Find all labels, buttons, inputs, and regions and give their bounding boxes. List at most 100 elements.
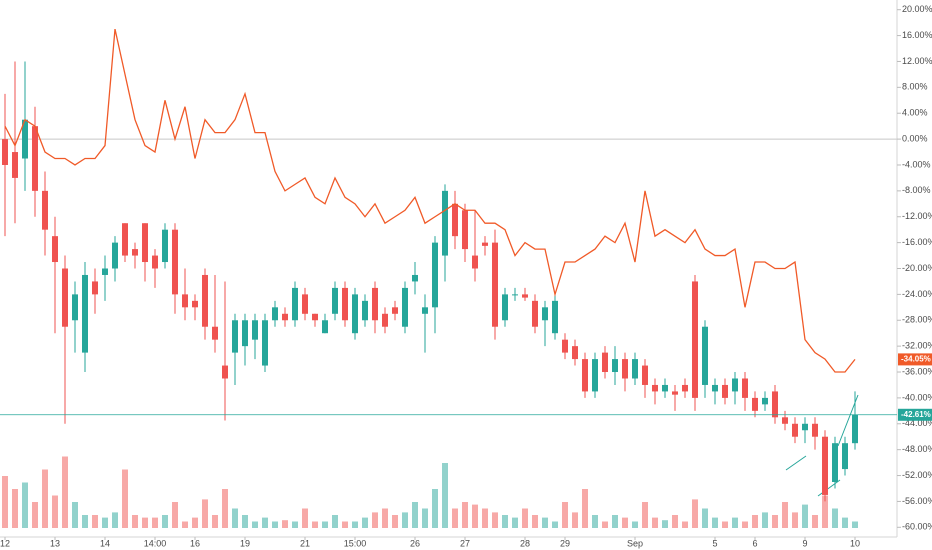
candle-body	[182, 294, 188, 308]
candle-body	[172, 229, 178, 295]
volume-bar	[122, 469, 128, 528]
volume-bar	[272, 521, 278, 528]
candle-body	[362, 300, 368, 321]
candle-body	[502, 294, 508, 321]
volume-bar	[472, 504, 478, 528]
y-tick-label: -32.00%	[902, 341, 932, 351]
volume-bar	[662, 520, 668, 528]
volume-bar	[372, 512, 378, 528]
y-tick-label: 16.00%	[902, 30, 932, 40]
volume-bar	[102, 517, 108, 528]
candle-body	[462, 210, 468, 250]
volume-bar	[442, 463, 448, 528]
volume-bar	[32, 502, 38, 528]
volume-bar	[112, 512, 118, 528]
volume-bar	[262, 517, 268, 528]
candle-body	[222, 365, 228, 379]
volume-bar	[62, 456, 68, 528]
volume-bar	[2, 476, 8, 528]
y-tick-label: -28.00%	[902, 315, 932, 325]
volume-bar	[382, 508, 388, 528]
x-tick-label: 19	[240, 538, 250, 548]
volume-bar	[92, 515, 98, 528]
volume-bar	[652, 517, 658, 528]
volume-bar	[72, 502, 78, 528]
candle-body	[82, 274, 88, 353]
x-tick-label: 14	[100, 538, 110, 548]
volume-bar	[352, 521, 358, 528]
volume-bar	[802, 504, 808, 528]
volume-bar	[192, 517, 198, 528]
volume-bar	[52, 495, 58, 528]
volume-bar	[752, 515, 758, 528]
candle-body	[642, 365, 648, 385]
volume-bar	[572, 512, 578, 528]
candle-body	[772, 391, 778, 418]
x-tick-label: Sep	[627, 538, 643, 548]
volume-bar	[812, 515, 818, 528]
candle-body	[582, 359, 588, 392]
y-tick-label: 4.00%	[902, 108, 928, 118]
candle-body	[412, 274, 418, 282]
volume-bar	[842, 517, 848, 528]
x-tick-label: 21	[300, 538, 310, 548]
volume-bar	[392, 515, 398, 528]
candle-body	[292, 287, 298, 321]
volume-bar	[172, 502, 178, 528]
candle-body	[22, 119, 28, 159]
x-tick-label: 13	[50, 538, 60, 548]
y-tick-label: -48.00%	[902, 444, 932, 454]
compare-line	[4, 28, 856, 373]
candle-body	[802, 423, 808, 431]
volume-bar	[512, 517, 518, 528]
candle-body	[822, 436, 828, 495]
y-tick-label: -24.00%	[902, 289, 932, 299]
y-tick-label: 12.00%	[902, 56, 932, 66]
candle-body	[302, 294, 308, 314]
candle-body	[632, 359, 638, 379]
candle-body	[322, 320, 328, 334]
price-tag-label: -34.05%	[901, 355, 931, 364]
candle-body	[702, 326, 708, 385]
volume-bar	[772, 515, 778, 528]
candle-body	[72, 294, 78, 321]
x-tick-label: 9	[802, 538, 807, 548]
volume-bar	[222, 489, 228, 528]
candle-body	[662, 384, 668, 392]
candle-body	[112, 242, 118, 269]
candle-body	[272, 307, 278, 321]
volume-bar	[612, 515, 618, 528]
y-tick-label: 8.00%	[902, 82, 928, 92]
candle-body	[432, 242, 438, 308]
candle-body	[722, 384, 728, 398]
y-tick-label: 0.00%	[902, 133, 928, 143]
volume-bar	[832, 508, 838, 528]
volume-bar	[792, 512, 798, 528]
y-tick-label: -16.00%	[902, 237, 932, 247]
candle-body	[62, 268, 68, 327]
volume-bar	[432, 489, 438, 528]
candle-body	[612, 359, 618, 373]
x-tick-label: 16	[190, 538, 200, 548]
candle-body	[252, 320, 258, 340]
candle-body	[142, 223, 148, 263]
candle-body	[682, 384, 688, 392]
volume-bar	[312, 521, 318, 528]
candle-body	[282, 313, 288, 321]
y-tick-label: 20.00%	[902, 4, 932, 14]
x-tick-label: 28	[520, 538, 530, 548]
candle-body	[592, 359, 598, 392]
volume-bar	[302, 508, 308, 528]
candle-body	[402, 287, 408, 327]
candle-body	[92, 281, 98, 295]
volume-bar	[202, 499, 208, 528]
volume-bar	[592, 515, 598, 528]
price-tag-label: -42.61%	[901, 410, 931, 419]
candle-body	[132, 249, 138, 256]
volume-bar	[562, 502, 568, 528]
candle-body	[32, 126, 38, 191]
candle-body	[692, 281, 698, 398]
candle-body	[352, 294, 358, 334]
volume-bar	[692, 499, 698, 528]
